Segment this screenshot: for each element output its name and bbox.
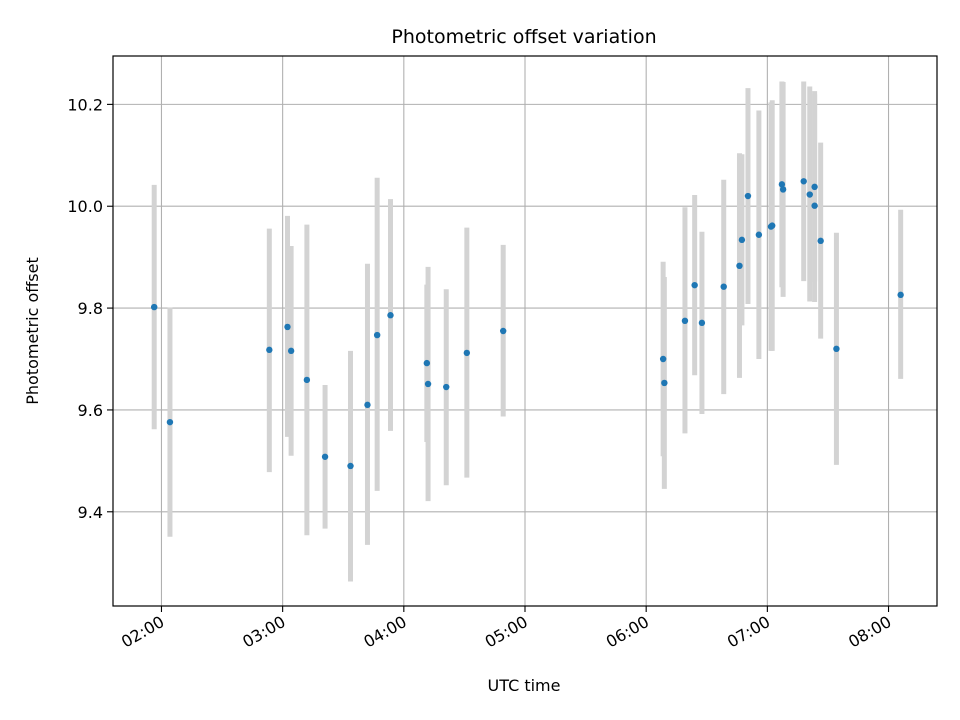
data-point	[800, 178, 807, 185]
data-point	[166, 418, 174, 426]
y-tick-label: 9.4	[78, 503, 103, 522]
data-point	[443, 383, 450, 391]
data-point	[303, 376, 311, 384]
data-point	[681, 317, 689, 325]
data-point	[287, 347, 295, 355]
data-point	[321, 453, 329, 460]
data-point	[151, 303, 158, 311]
data-point	[463, 349, 471, 357]
y-axis: 9.4 9.6 9.8 10.0 10.2	[67, 95, 113, 522]
data-point	[499, 327, 507, 335]
data-point	[897, 291, 904, 299]
data-point	[284, 323, 291, 331]
data-point	[720, 283, 727, 290]
data-point	[806, 191, 813, 198]
data-point	[347, 462, 354, 470]
data-point	[387, 312, 394, 319]
data-point	[833, 345, 840, 353]
data-point	[778, 181, 786, 188]
grid	[113, 56, 937, 606]
data-point	[755, 231, 763, 238]
data-point	[738, 236, 746, 244]
data-point	[364, 401, 371, 409]
data-point	[661, 379, 668, 387]
data-point	[811, 202, 818, 209]
data-point	[266, 346, 273, 354]
data-point	[698, 319, 706, 327]
data-point	[423, 359, 431, 367]
x-axis-label: UTC time	[488, 676, 561, 695]
y-tick-label: 9.6	[78, 401, 103, 420]
y-tick-label: 9.8	[78, 299, 103, 318]
data-point	[744, 192, 752, 200]
y-axis-label: Photometric offset	[23, 257, 42, 405]
data-points	[151, 178, 904, 470]
data-point	[691, 281, 698, 289]
y-tick-label: 10.2	[67, 95, 103, 114]
data-point	[424, 380, 432, 388]
data-point	[779, 186, 787, 193]
data-point	[659, 355, 667, 363]
chart-title: Photometric offset variation	[391, 26, 656, 48]
data-point	[373, 331, 381, 339]
data-point	[817, 237, 824, 245]
data-point	[811, 183, 818, 191]
y-tick-label: 10.0	[67, 197, 103, 216]
data-point	[736, 262, 743, 270]
data-point	[769, 222, 776, 229]
